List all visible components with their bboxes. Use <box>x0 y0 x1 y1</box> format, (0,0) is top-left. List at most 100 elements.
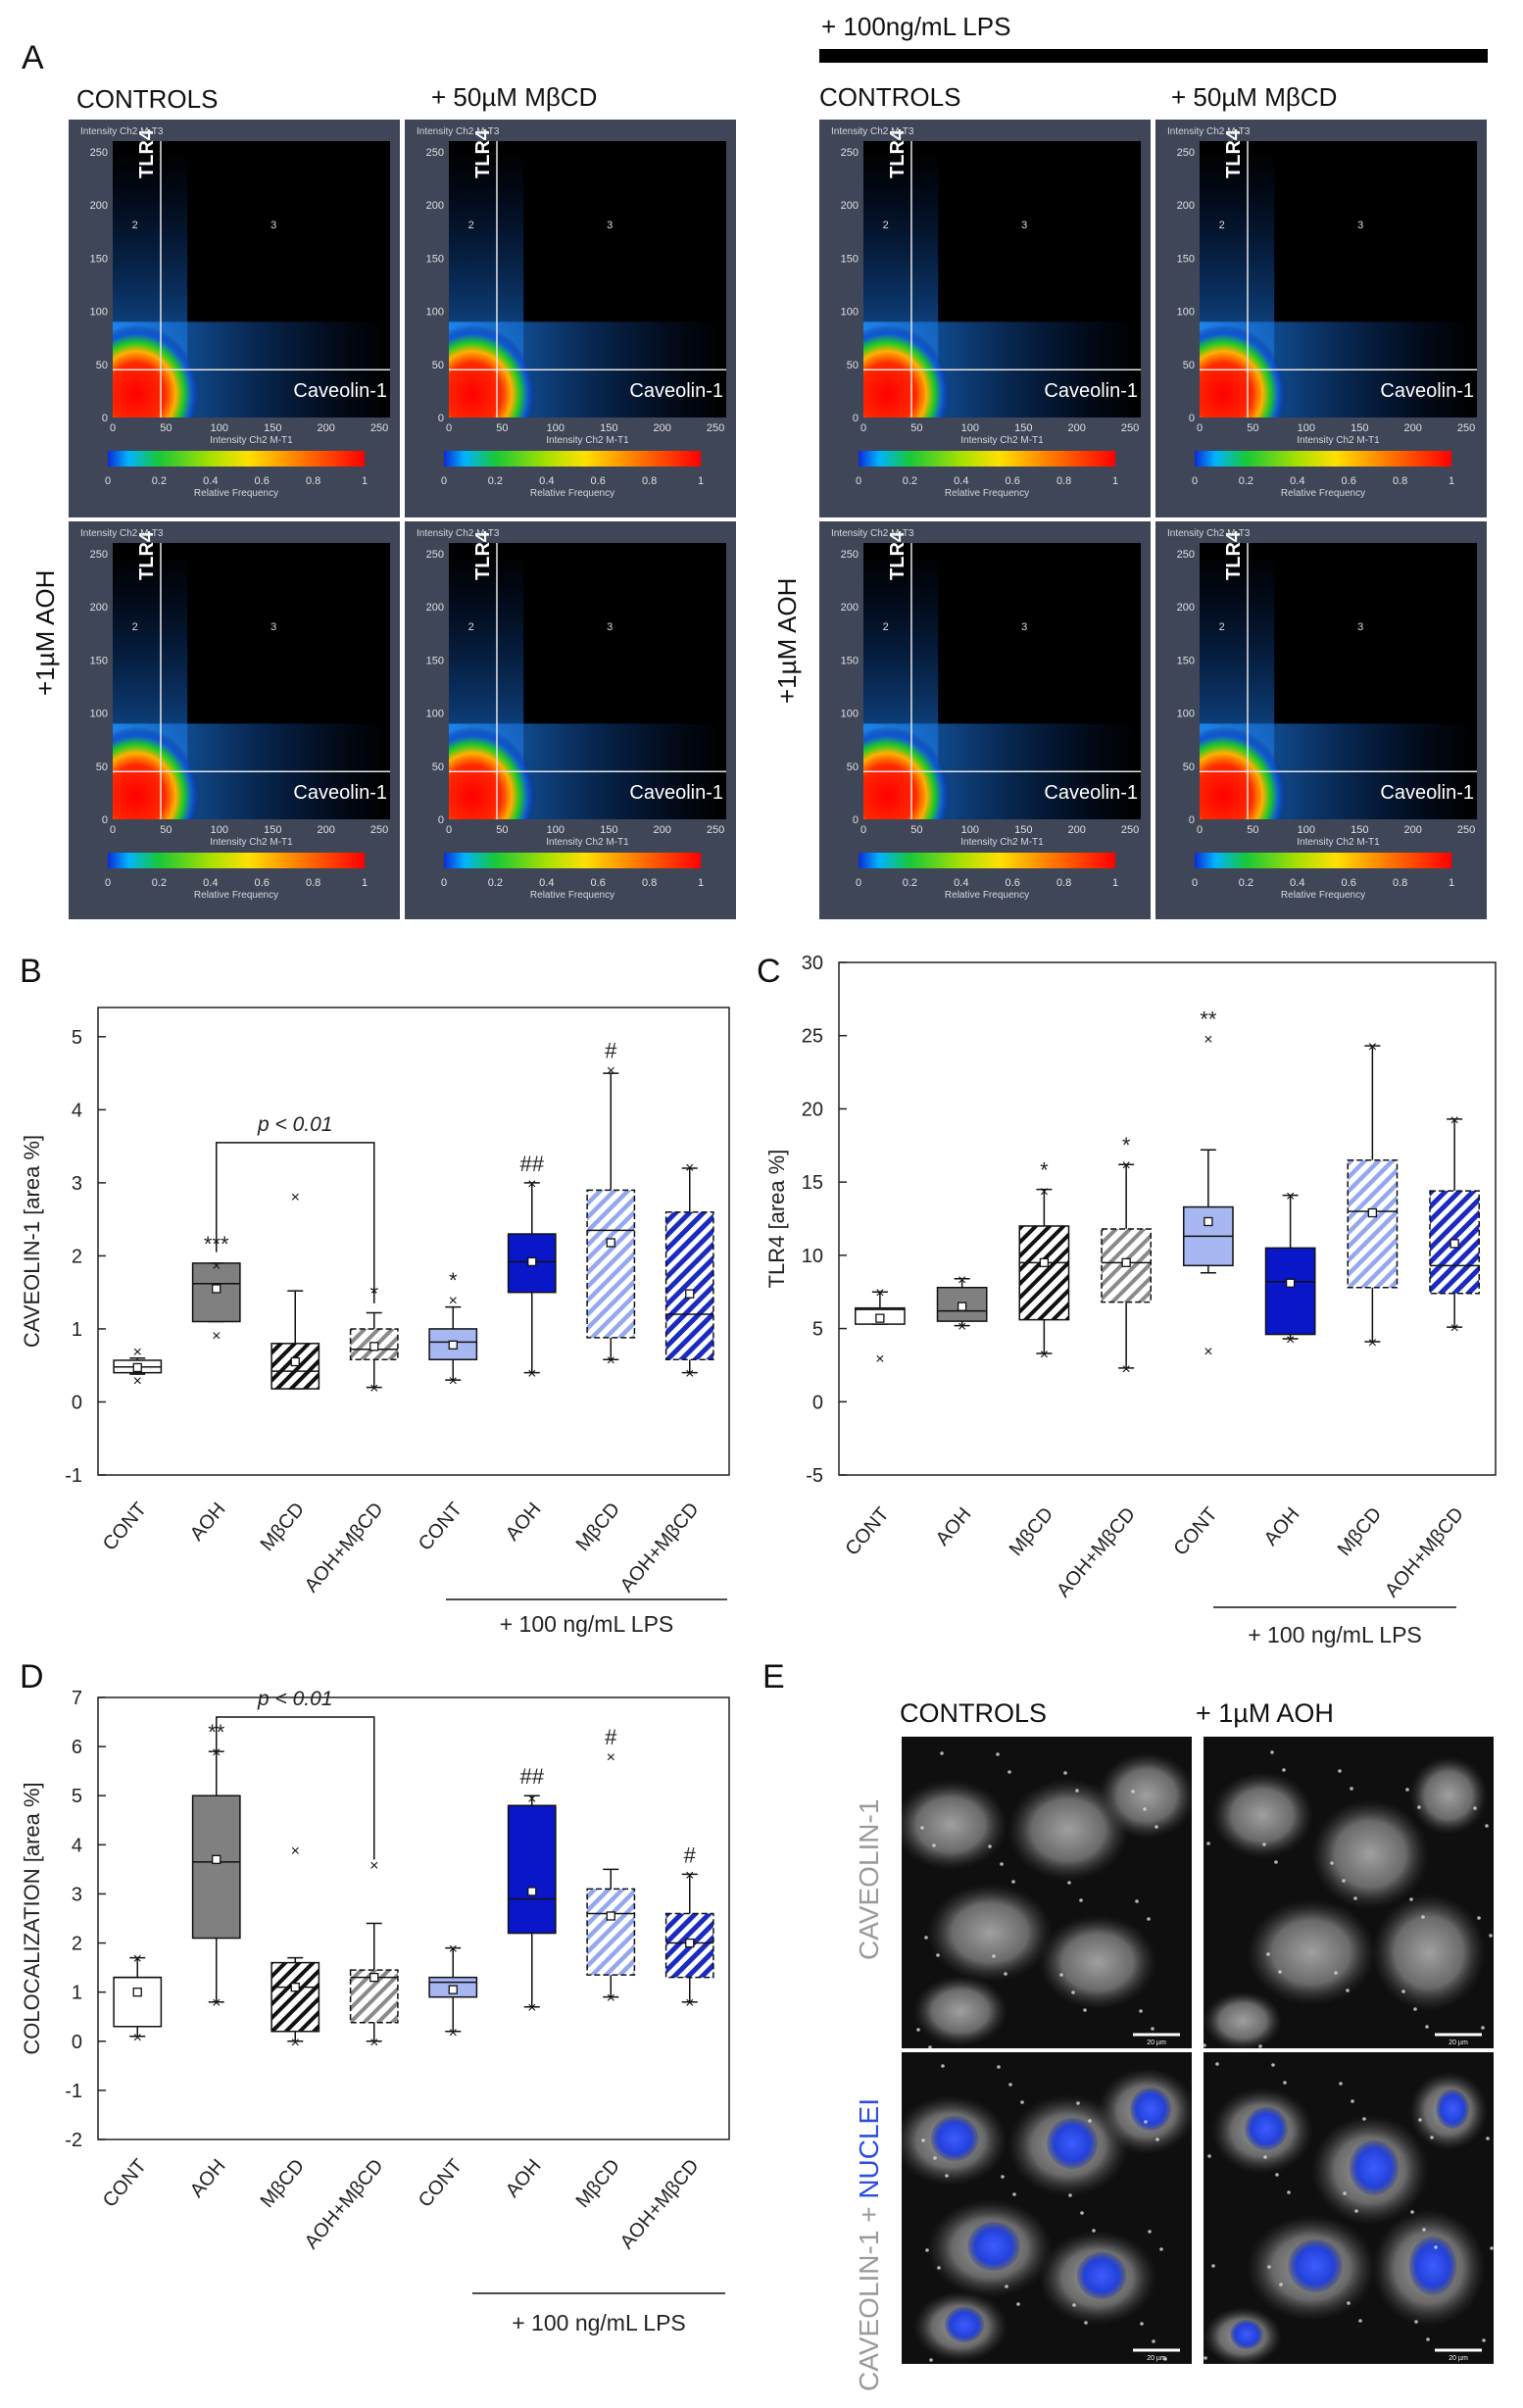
colorbar-tick: 0.2 <box>152 475 167 487</box>
panel-e-letter: E <box>762 1658 785 1695</box>
x-tick-label: 50 <box>496 422 508 434</box>
x-category-label: CONT <box>841 1503 893 1560</box>
y-tick-label: -1 <box>65 2081 82 2102</box>
x-tick-label: 0 <box>860 824 866 836</box>
significance-label: ## <box>520 1152 545 1176</box>
y-tick-label: 5 <box>812 1319 823 1341</box>
vesicle-dot <box>1004 1972 1007 1976</box>
colorbar-tick: 1 <box>1449 877 1454 889</box>
vesicle-dot <box>1283 2081 1287 2085</box>
y-tick-label: 150 <box>841 655 859 666</box>
y-tick-label: 150 <box>1177 253 1195 265</box>
y-tick-label: 50 <box>432 360 444 371</box>
colorbar-tick: 0.4 <box>203 475 218 487</box>
y-tick-label: 50 <box>1183 762 1195 773</box>
scatter-y-axis-title: Intensity Ch2 M-T3 <box>831 528 914 539</box>
e-row-title-caveolin: CAVEOLIN-1 <box>854 1799 884 1960</box>
x-category-label: AOH <box>1260 1503 1304 1549</box>
outlier-marker: × <box>133 2030 142 2046</box>
vesicle-dot <box>1418 2118 1422 2122</box>
cell-nucleus <box>1288 2239 1343 2292</box>
colorbar-tick: 0.8 <box>1056 475 1071 487</box>
y-tick-label: 250 <box>426 147 444 159</box>
y-tick-label: 0 <box>853 413 859 424</box>
x-tick-label: 150 <box>1351 824 1368 836</box>
vesicle-dot <box>997 2065 1001 2069</box>
x-tick-label: 100 <box>1298 824 1315 836</box>
scatter-y-axis-title: Intensity Ch2 M-T3 <box>1167 126 1251 137</box>
vesicle-dot <box>1155 2138 1159 2141</box>
significance-label: * <box>449 1268 458 1293</box>
y-tick-label: 1 <box>72 1319 82 1341</box>
vesicle-dot <box>1155 1825 1158 1829</box>
outlier-marker: × <box>607 1062 615 1079</box>
y-tick-label: 150 <box>426 253 444 265</box>
colorbar-tick: 0.6 <box>1342 475 1356 487</box>
tlr4-axis-label: TLR4 <box>887 530 909 580</box>
x-tick-label: 150 <box>264 824 281 836</box>
e-col-title-aoh: + 1µM AOH <box>1196 1698 1334 1728</box>
y-axis-title: TLR4 [area %] <box>764 1150 789 1289</box>
vesicle-dot <box>1426 2337 1430 2341</box>
scatter-density-core <box>449 726 537 819</box>
y-tick-label: 50 <box>96 360 108 371</box>
mean-marker <box>132 1362 142 1373</box>
vesicle-dot <box>1263 2155 1267 2159</box>
x-category-label: AOH+MβCD <box>301 1499 388 1597</box>
lps-header: + 100ng/mL LPS <box>821 12 1010 41</box>
vesicle-dot <box>921 2138 925 2142</box>
x-tick-label: 0 <box>446 824 452 836</box>
outlier-marker: × <box>607 1749 615 1766</box>
vesicle-dot <box>1275 2173 1279 2177</box>
cell-body <box>1204 1991 1282 2048</box>
vesicle-dot <box>1080 2211 1084 2215</box>
caveolin-axis-label: Caveolin-1 <box>629 380 723 402</box>
quadrant-3-label: 3 <box>270 621 276 633</box>
vesicle-dot <box>920 1826 924 1830</box>
micrograph-cells <box>1204 1750 1493 2048</box>
x-tick-label: 200 <box>654 824 671 836</box>
colorbar-tick: 0 <box>1192 877 1198 889</box>
y-tick-label: -5 <box>806 1465 823 1487</box>
colorbar-tick: 1 <box>362 475 368 487</box>
box-AOH: × × ## <box>507 1764 557 2017</box>
y-tick-label: 0 <box>102 413 108 424</box>
cell-nucleus <box>1408 2236 1457 2295</box>
vesicle-dot <box>1409 1897 1413 1901</box>
group-label: + 100 ng/mL LPS <box>500 1611 674 1637</box>
outlier-marker: × <box>212 1328 221 1345</box>
vesicle-dot <box>1159 2247 1163 2251</box>
x-tick-label: 250 <box>1457 824 1475 836</box>
vesicle-dot <box>1079 1898 1083 1902</box>
x-category-label: CONT <box>415 1499 467 1555</box>
vesicle-dot <box>1215 2062 1219 2066</box>
y-tick-label: 250 <box>90 147 108 159</box>
outlier-marker: × <box>133 1344 142 1360</box>
mean-marker <box>132 1988 142 1997</box>
x-category-label: MβCD <box>572 1499 625 1555</box>
vesicle-dot <box>1421 1915 1425 1919</box>
vesicle-dot <box>925 2248 929 2252</box>
outlier-marker: × <box>1286 1189 1295 1205</box>
x-tick-label: 200 <box>1068 824 1086 836</box>
vesicle-dot <box>1083 2008 1087 2012</box>
vesicle-dot <box>1414 2320 1418 2324</box>
scatter-x-axis-title: Intensity Ch2 M-T1 <box>546 837 629 848</box>
scale-bar-label: 20 µm <box>1449 2039 1468 2046</box>
colorbar-label: Relative Frequency <box>530 890 614 901</box>
vesicle-dot <box>1485 1824 1489 1828</box>
colorbar-label: Relative Frequency <box>530 488 614 499</box>
box-AOH: ×× <box>936 1272 988 1336</box>
x-tick-label: 100 <box>211 422 228 434</box>
colorbar-tick: 0 <box>441 475 447 487</box>
outlier-marker: × <box>291 2035 300 2051</box>
quadrant-2-label: 2 <box>132 220 138 231</box>
outlier-marker: × <box>1040 1184 1049 1201</box>
y-tick-label: -1 <box>65 1465 82 1487</box>
colorbar <box>444 451 701 467</box>
colorbar-tick: 0.2 <box>488 475 503 487</box>
colorbar <box>1195 451 1451 467</box>
row-title-aoh-right: +1µM AOH <box>772 578 802 704</box>
micrograph-3: 20 µm <box>902 2052 1192 2364</box>
box-AOH+MβCD: ×* <box>349 1282 399 1398</box>
